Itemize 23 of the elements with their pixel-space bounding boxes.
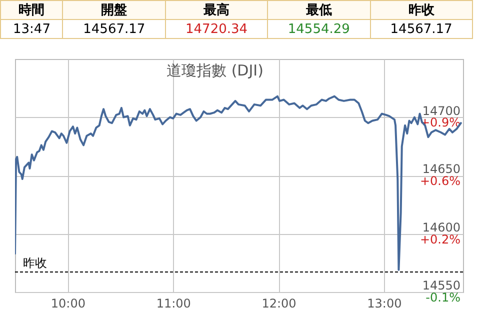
ref-line-label: 昨收 xyxy=(23,256,47,270)
chart-title: 道瓊指數 (DJI) xyxy=(166,61,264,80)
text: 最低 xyxy=(268,0,370,20)
y2-tick-label: +0.2% xyxy=(420,232,460,246)
text: 14554.29 xyxy=(268,20,370,38)
x-tick-label: 11:00 xyxy=(156,296,191,310)
text: 昨收 xyxy=(370,0,472,20)
y-tick-label: 14600 xyxy=(422,220,460,234)
text: 13:47 xyxy=(0,20,63,38)
y2-tick-label: +0.6% xyxy=(420,174,460,188)
x-tick-label: 12:00 xyxy=(262,296,296,310)
x-tick-label: 13:00 xyxy=(367,296,402,310)
text: 時間 xyxy=(0,0,63,20)
text: 最高 xyxy=(165,0,268,20)
y2-tick-label: -0.1% xyxy=(426,290,460,304)
text: 14720.34 xyxy=(165,20,268,38)
y-tick-label: 14700 xyxy=(422,104,460,118)
text: 14567.17 xyxy=(62,20,166,38)
text: 開盤 xyxy=(62,0,166,20)
y-tick-label: 14650 xyxy=(422,162,460,176)
y-tick-label: 14550 xyxy=(422,278,460,292)
text: 14567.17 xyxy=(370,20,472,38)
x-tick-label: 10:00 xyxy=(50,296,86,310)
